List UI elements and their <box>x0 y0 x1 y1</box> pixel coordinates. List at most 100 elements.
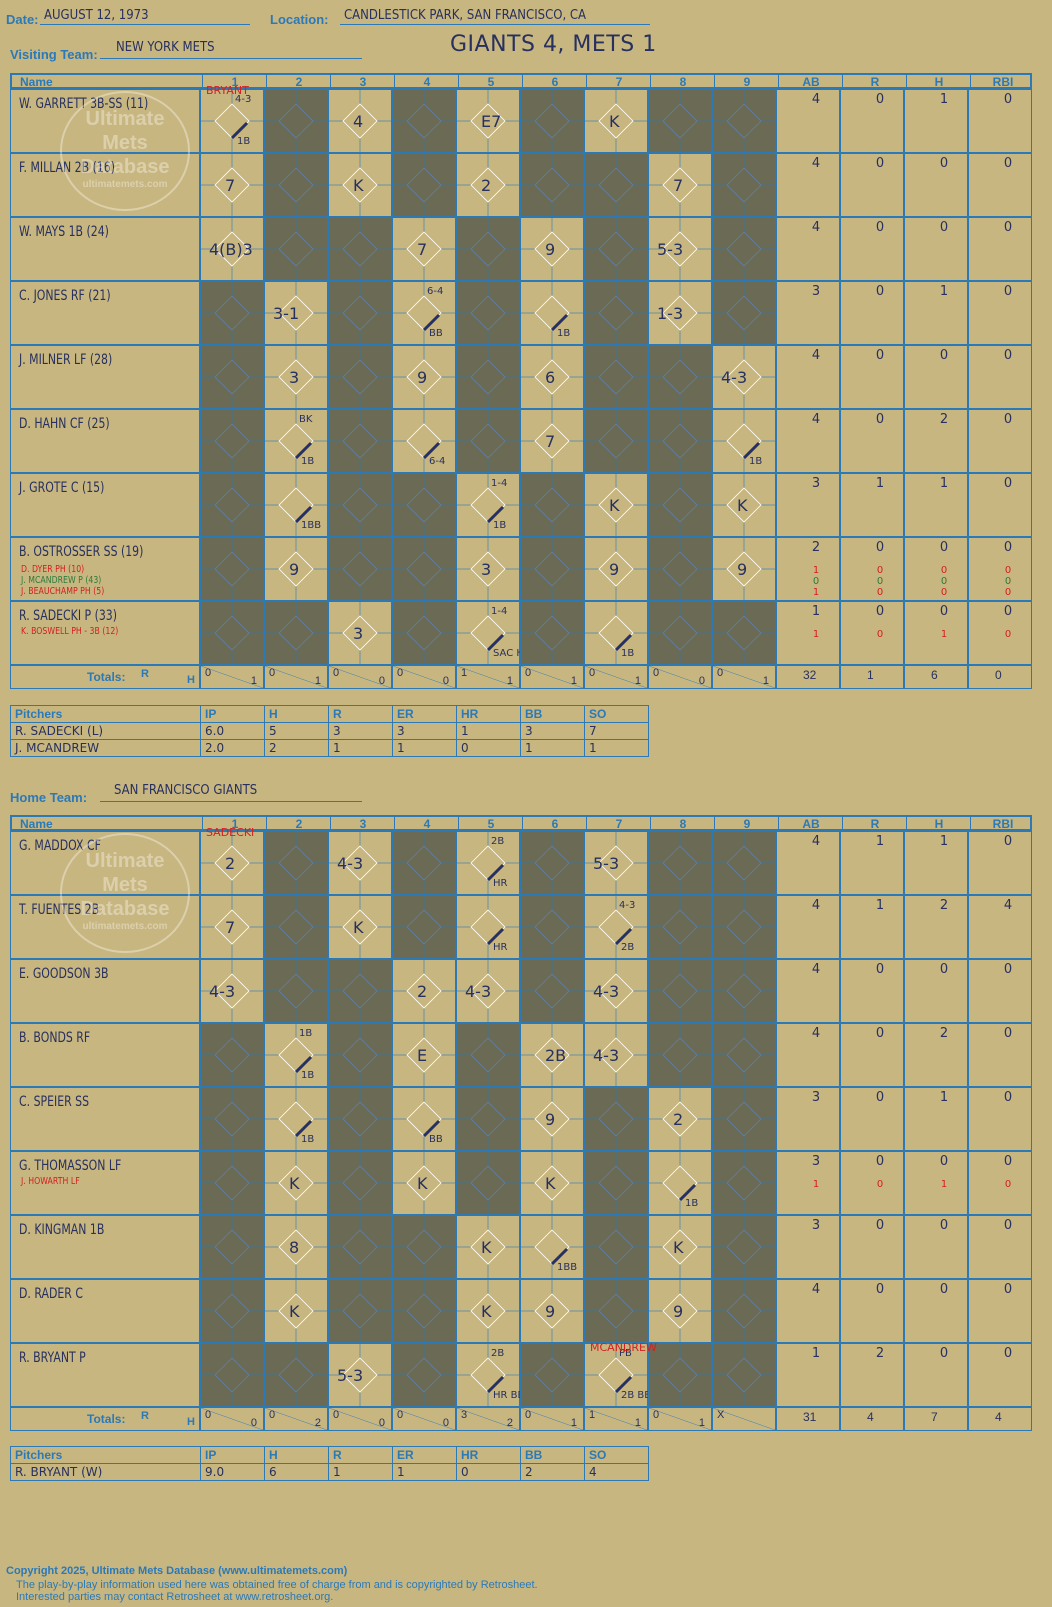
visiting-pitcher-stat: 1 <box>520 739 585 757</box>
base-diamond-icon <box>265 1088 327 1150</box>
base-diamond-icon <box>585 154 647 216</box>
home-pitcher-header: R <box>328 1446 393 1464</box>
base-diamond-icon <box>329 474 391 536</box>
base-diamond-icon <box>201 1344 263 1406</box>
home-hit-note: 1B <box>685 1198 699 1209</box>
visiting-pitcher-header: Pitchers <box>10 705 201 723</box>
home-inning-cell <box>712 1343 776 1407</box>
home-header-inning-7: 7 <box>586 817 651 831</box>
home-inning-cell <box>712 1023 776 1087</box>
base-diamond-icon <box>329 832 391 894</box>
home-play-result: K <box>289 1174 300 1193</box>
home-inning-cell <box>264 831 328 895</box>
home-inning-cell: 2B HR <box>456 831 520 895</box>
base-diamond-icon <box>585 346 647 408</box>
base-diamond-icon <box>457 90 519 152</box>
home-batter-row: B. BONDS RF 1B 1B E 2B 4-3 4 0 2 0 <box>10 1023 1032 1087</box>
home-batter-row: D. KINGMAN 1B 8 K 1BB K 3 0 0 0 <box>10 1215 1032 1279</box>
visiting-inning-runs: 0 <box>717 667 724 679</box>
home-header-inning-5: 5 <box>458 817 523 831</box>
visiting-header-inning-6: 6 <box>522 75 587 89</box>
visiting-totals-h-label: H <box>187 674 195 686</box>
home-pitcher-header: ER <box>392 1446 457 1464</box>
date-underline <box>40 24 250 25</box>
home-opposing-pitcher-note: SADECKI <box>206 826 255 839</box>
home-play-result: 2 <box>417 982 428 1001</box>
base-diamond-icon <box>201 410 263 472</box>
home-stat-value: 0 <box>875 962 885 977</box>
visiting-hit-note: 1B <box>493 520 507 531</box>
home-inning-cell <box>328 1279 392 1343</box>
home-stat-value: 2 <box>939 898 949 913</box>
base-diamond-icon <box>393 896 455 958</box>
home-header-inning-9: 9 <box>714 817 779 831</box>
visiting-play-result: 9 <box>545 240 556 259</box>
base-diamond-icon <box>585 832 647 894</box>
visiting-inning-cell <box>264 217 328 281</box>
home-inning-cell <box>712 895 776 959</box>
home-inning-cell <box>648 959 712 1023</box>
home-pitcher-stat: 4 <box>584 1463 649 1481</box>
visiting-inning-cell: 6-4 BB <box>392 281 456 345</box>
visiting-hit-note: 1B <box>621 648 635 659</box>
home-play-result: 4-3 <box>619 900 636 911</box>
home-batter-row: T. FUENTES 2B 7 K HR 4-3 2B 4 1 2 4 <box>10 895 1032 959</box>
base-diamond-icon <box>713 410 775 472</box>
visiting-pitcher-stat: 3 <box>392 722 457 740</box>
home-inning-cell <box>200 1087 264 1151</box>
visiting-batter-name: C. JONES RF (21) <box>19 288 111 304</box>
visiting-hit-note: SAC HIT <box>493 648 533 659</box>
home-stat-value: 4 <box>811 962 821 977</box>
home-inning-cell <box>392 831 456 895</box>
home-play-result: 9 <box>545 1110 556 1129</box>
base-diamond-icon <box>329 896 391 958</box>
home-hit-note: 2B <box>621 942 635 953</box>
home-play-result: 7 <box>225 918 236 937</box>
visiting-stat-value: 0 <box>939 348 949 363</box>
visiting-stat-value: 0 <box>1004 629 1012 640</box>
base-diamond-icon <box>393 1280 455 1342</box>
base-diamond-icon <box>457 1344 519 1406</box>
visiting-stat-h: 1 <box>904 473 968 537</box>
home-stat-value: 0 <box>939 1346 949 1361</box>
visiting-inning-cell <box>392 601 456 665</box>
visiting-batter-name: J. MILNER LF (28) <box>19 352 113 368</box>
visiting-stat-ab: 4 <box>776 89 840 153</box>
home-inning-cell <box>520 1343 584 1407</box>
home-header-inning-6: 6 <box>522 817 587 831</box>
home-stat-value: 1 <box>875 898 885 913</box>
visiting-pitcher-stat: 5 <box>264 722 329 740</box>
visiting-inning-cell <box>456 345 520 409</box>
home-substitute-name: J. HOWARTH LF <box>21 1176 80 1187</box>
base-diamond-icon <box>457 1280 519 1342</box>
home-inning-cell <box>200 1023 264 1087</box>
home-inning-hits: 0 <box>250 1417 257 1429</box>
base-diamond-icon <box>649 346 711 408</box>
visiting-inning-cell <box>648 345 712 409</box>
visiting-header-inning-2: 2 <box>266 75 331 89</box>
visiting-play-result: 3-1 <box>273 304 300 323</box>
home-inning-cell <box>520 895 584 959</box>
visiting-inning-cell <box>520 89 584 153</box>
home-batter-row: G. THOMASSON LF J. HOWARTH LF K K K 1B 3 1 0 0 0 1 0… <box>10 1151 1032 1215</box>
home-stat-value: 1 <box>812 1179 820 1190</box>
visiting-pitcher-stat: 2.0 <box>200 739 265 757</box>
visiting-play-result: 9 <box>737 560 748 579</box>
base-diamond-icon <box>329 1216 391 1278</box>
home-stat-h: 2 <box>904 1023 968 1087</box>
base-diamond-icon <box>713 90 775 152</box>
visiting-stat-value: 0 <box>875 540 885 555</box>
visiting-stat-value: 0 <box>939 604 949 619</box>
home-stat-ab: 3 <box>776 1087 840 1151</box>
home-inning-cell: HR <box>456 895 520 959</box>
base-diamond-icon <box>649 282 711 344</box>
home-stat-value: 0 <box>1003 962 1013 977</box>
visiting-header-inning-3: 3 <box>330 75 395 89</box>
visiting-batter-row: D. HAHN CF (25) BK 1B 6-4 7 1B 4 0 2 0 <box>10 409 1032 473</box>
home-pitcher-stat: 2 <box>520 1463 585 1481</box>
base-diamond-icon <box>393 1344 455 1406</box>
visiting-pitcher-stat: 1 <box>392 739 457 757</box>
